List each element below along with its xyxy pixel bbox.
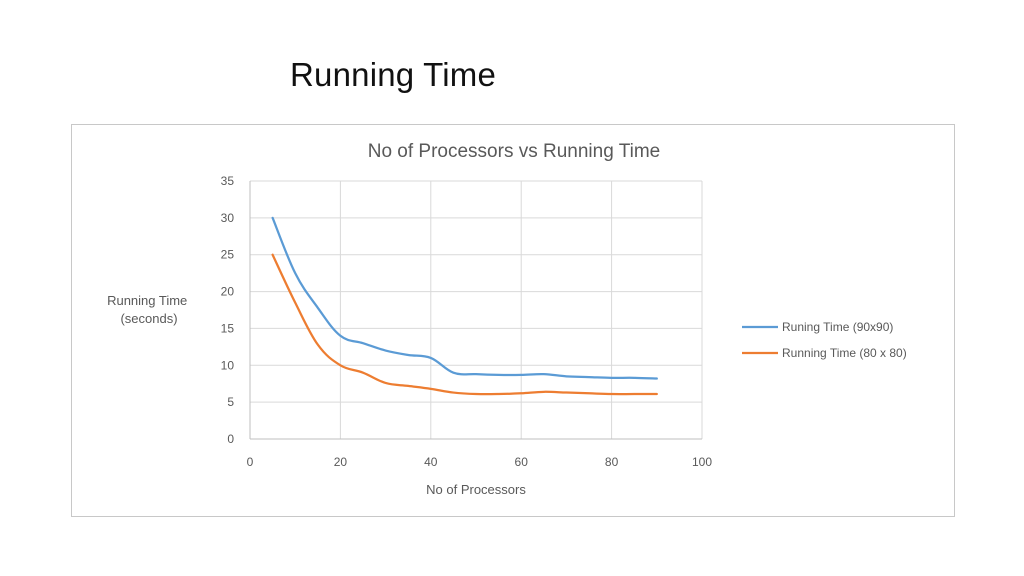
x-tick-label-2: 40 xyxy=(424,455,438,469)
x-axis-label: No of Processors xyxy=(426,482,526,497)
chart-title: No of Processors vs Running Time xyxy=(368,141,661,162)
legend: Runing Time (90x90) Running Time (80 x 80… xyxy=(742,320,907,360)
x-tick-labels: 0 20 40 60 80 100 xyxy=(247,455,713,469)
y-tick-labels: 0 5 10 15 20 25 30 35 xyxy=(221,174,235,446)
y-tick-label-2: 10 xyxy=(221,358,235,372)
y-tick-label-4: 20 xyxy=(221,285,235,299)
y-tick-label-5: 25 xyxy=(221,248,235,262)
chart-container xyxy=(71,124,955,517)
y-axis-label: Running Time (seconds) xyxy=(107,293,191,326)
y-tick-label-6: 30 xyxy=(221,211,235,225)
slide-title: Running Time xyxy=(290,56,497,93)
axes xyxy=(249,181,702,440)
x-tick-label-0: 0 xyxy=(247,455,254,469)
grid-lines xyxy=(250,180,703,439)
y-axis-label-line-2: (seconds) xyxy=(120,311,177,326)
y-tick-label-3: 15 xyxy=(221,321,235,335)
y-axis-label-line-1: Running Time xyxy=(107,293,187,308)
x-tick-label-4: 80 xyxy=(605,455,619,469)
x-tick-label-5: 100 xyxy=(692,455,712,469)
x-tick-label-3: 60 xyxy=(515,455,529,469)
legend-label-0: Runing Time (90x90) xyxy=(782,320,893,334)
series-lines xyxy=(271,216,658,396)
legend-label-1: Running Time (80 x 80) xyxy=(782,346,907,360)
y-tick-label-1: 5 xyxy=(227,395,234,409)
y-tick-label-0: 0 xyxy=(227,432,234,446)
y-tick-label-7: 35 xyxy=(221,174,235,188)
series-line-0 xyxy=(271,216,658,380)
x-tick-label-1: 20 xyxy=(334,455,348,469)
series-line-1 xyxy=(271,253,658,396)
